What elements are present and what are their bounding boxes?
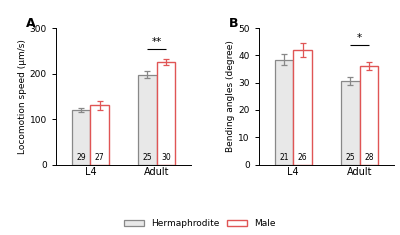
Text: *: * — [357, 33, 362, 43]
Bar — [293, 50, 312, 164]
Bar — [72, 110, 90, 164]
Bar — [90, 106, 109, 164]
Text: A: A — [26, 17, 36, 30]
Text: B: B — [229, 17, 238, 30]
Bar — [360, 66, 378, 164]
Bar — [138, 74, 157, 164]
Text: 25: 25 — [143, 153, 152, 162]
Y-axis label: Locomotion speed (μm/s): Locomotion speed (μm/s) — [18, 39, 27, 154]
Text: **: ** — [152, 37, 162, 47]
Text: 26: 26 — [298, 153, 307, 162]
Text: 25: 25 — [346, 153, 355, 162]
Text: 30: 30 — [161, 153, 171, 162]
Text: 21: 21 — [279, 153, 289, 162]
Text: 28: 28 — [364, 153, 374, 162]
Text: 29: 29 — [76, 153, 86, 162]
Legend: Hermaphrodite, Male: Hermaphrodite, Male — [124, 219, 276, 228]
Bar — [341, 81, 360, 164]
Y-axis label: Bending angles (degree): Bending angles (degree) — [226, 40, 236, 152]
Text: 27: 27 — [95, 153, 104, 162]
Bar — [157, 62, 175, 164]
Bar — [275, 59, 293, 164]
